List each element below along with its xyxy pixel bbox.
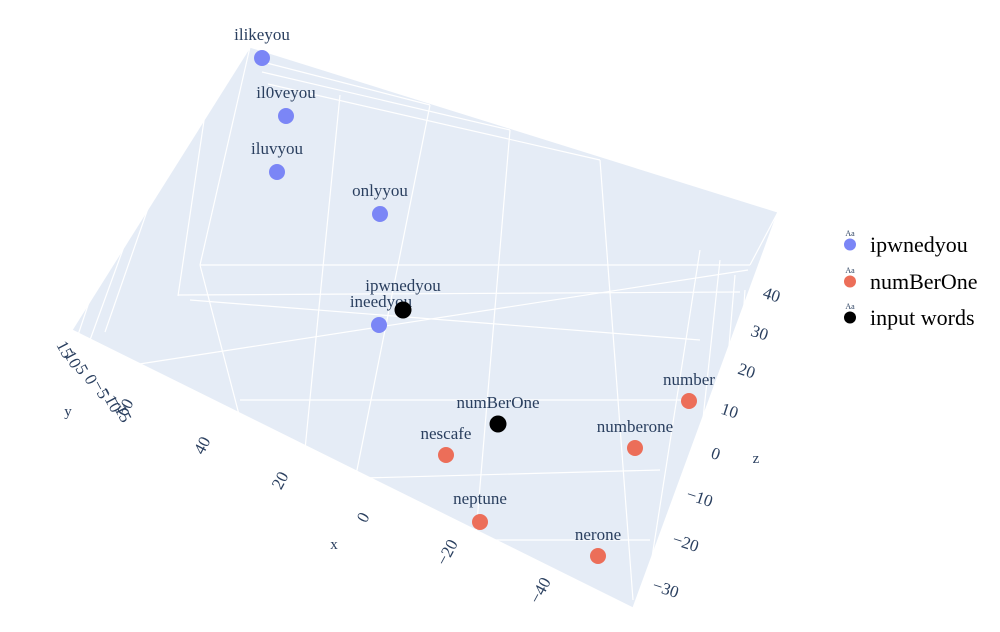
data-point-label: ilikeyou: [234, 25, 290, 44]
grid-line: [189, 299, 701, 341]
grid-lines: [71, 46, 779, 611]
data-point[interactable]: [590, 548, 606, 564]
data-point[interactable]: [681, 393, 697, 409]
z-axis-title: z: [753, 451, 760, 467]
data-point[interactable]: [489, 415, 507, 433]
data-point[interactable]: [627, 440, 643, 456]
data-point[interactable]: [254, 50, 270, 66]
data-point[interactable]: [269, 164, 285, 180]
data-point[interactable]: [371, 317, 387, 333]
data-point-label: nerone: [575, 525, 621, 544]
z-tick-label: −10: [684, 485, 715, 511]
legend-marker[interactable]: [844, 238, 856, 251]
data-point-label: ipwnedyou: [365, 276, 441, 295]
data-point-label: neptune: [453, 489, 507, 508]
legend-item-label[interactable]: numBerOne: [870, 269, 978, 294]
y-tick-label: 15: [52, 337, 77, 361]
legend-aa-marker: Aa: [845, 229, 855, 238]
y-axis-title: y: [64, 404, 72, 420]
x-tick-label: −20: [433, 536, 462, 568]
plot-scene[interactable]: ilikeyouil0veyouiluvyouonlyyouineedyounu…: [71, 25, 779, 611]
z-axis-ticks: 40 30 20 10 0 −10 −20 −30: [650, 283, 783, 602]
grid-line: [199, 264, 291, 611]
data-point[interactable]: [438, 447, 454, 463]
grid-line: [89, 174, 151, 341]
data-points: ilikeyouil0veyouiluvyouonlyyouineedyounu…: [234, 25, 715, 564]
z-tick-label: 20: [736, 359, 758, 382]
grid-line: [731, 289, 746, 471]
z-tick-label: 10: [719, 399, 741, 422]
data-point-label: numBerOne: [456, 393, 539, 412]
x-tick-label: 60: [113, 395, 138, 419]
grid-line: [289, 469, 661, 481]
grid-line: [132, 269, 749, 366]
data-point-label: numberone: [597, 417, 673, 436]
legend-aa-marker: Aa: [845, 266, 855, 275]
grid-line: [254, 59, 431, 106]
grid-line: [77, 224, 116, 336]
data-point-label: nescafe: [421, 424, 472, 443]
legend-item-label[interactable]: input words: [870, 305, 975, 330]
legend-marker[interactable]: [844, 275, 856, 288]
x-axis-title: x: [330, 537, 338, 553]
data-point[interactable]: [394, 301, 412, 319]
grid-line: [71, 46, 251, 331]
y-tick-label: 10: [60, 347, 85, 371]
data-point-label: onlyyou: [352, 181, 408, 200]
grid-line: [71, 329, 634, 609]
data-point-label: il0veyou: [256, 83, 316, 102]
z-tick-label: 30: [749, 321, 771, 344]
data-point[interactable]: [372, 206, 388, 222]
z-tick-label: 0: [709, 443, 723, 464]
x-tick-label: 20: [268, 468, 293, 492]
x-tick-label: −40: [526, 574, 555, 606]
z-tick-label: −20: [670, 530, 701, 556]
x-tick-label: 0: [353, 509, 374, 525]
grid-line: [177, 79, 211, 297]
data-point[interactable]: [278, 108, 294, 124]
grid-line: [134, 369, 276, 611]
grid-line: [715, 274, 736, 501]
x-tick-label: 40: [190, 433, 215, 457]
data-point[interactable]: [472, 514, 488, 530]
grid-line: [749, 211, 779, 266]
legend[interactable]: Aa ipwnedyou Aa numBerOne Aa input words: [844, 229, 978, 330]
grid-line: [177, 291, 741, 296]
grid-line: [261, 71, 511, 131]
data-point-label: iluvyou: [251, 139, 303, 158]
grid-line: [742, 304, 753, 451]
grid-line: [299, 94, 341, 501]
grid-line: [649, 249, 701, 571]
grid-line: [199, 46, 251, 266]
grid-line: [249, 46, 779, 213]
legend-marker[interactable]: [844, 311, 856, 324]
data-point-label: number: [663, 370, 715, 389]
z-tick-label: 40: [761, 283, 783, 306]
legend-item-label[interactable]: ipwnedyou: [870, 232, 968, 257]
grid-line: [632, 211, 779, 609]
grid-line: [689, 259, 721, 541]
grid-line: [267, 83, 601, 161]
z-tick-label: −30: [650, 576, 681, 602]
grid-line: [104, 144, 171, 333]
legend-aa-marker: Aa: [845, 302, 855, 311]
grid-line: [329, 104, 431, 606]
grid-line: [599, 159, 634, 601]
